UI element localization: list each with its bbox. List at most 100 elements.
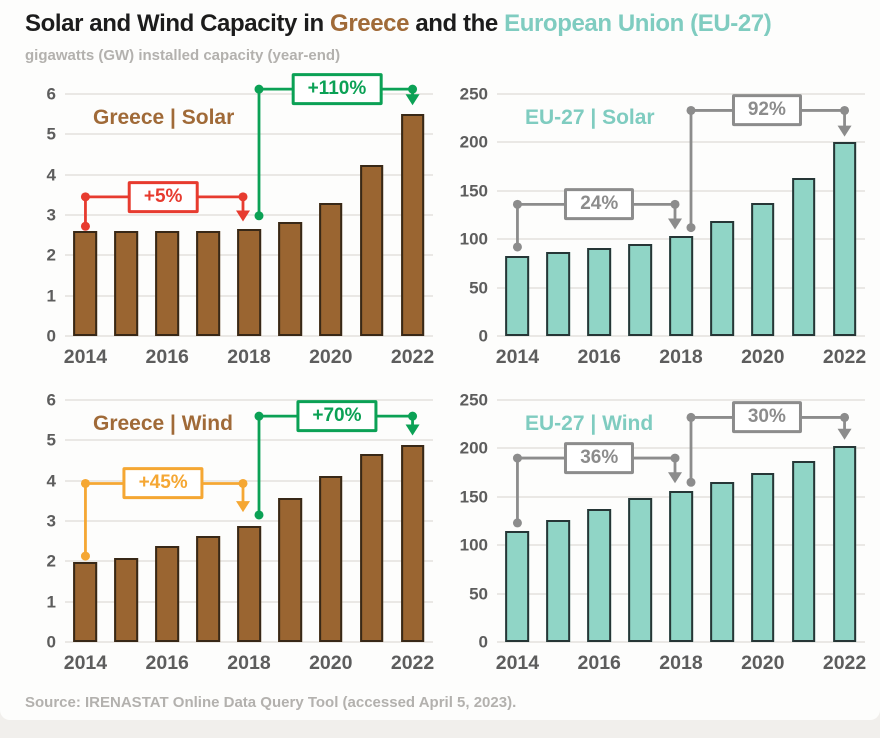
title-segment: Greece — [330, 10, 410, 37]
bar-2022 — [832, 142, 857, 336]
annotation-label: +70% — [296, 400, 378, 432]
y-tick-label: 1 — [46, 286, 56, 306]
y-tick-label: 2 — [46, 551, 56, 571]
annotation-label: 30% — [731, 401, 802, 434]
gridline — [65, 520, 433, 522]
gridline — [497, 335, 865, 337]
bar-2017 — [628, 497, 652, 642]
x-tick-label: 2020 — [309, 346, 353, 368]
gridline — [65, 439, 433, 442]
y-tick-label: 6 — [46, 84, 56, 104]
x-tick-label: 2016 — [145, 652, 189, 674]
gridline — [497, 93, 865, 95]
bar-2020 — [750, 203, 775, 336]
gridline — [65, 173, 433, 176]
bar-2014 — [505, 255, 530, 336]
y-tick-label: 5 — [46, 430, 56, 450]
bar-2020 — [318, 476, 343, 642]
y-tick-label: 4 — [46, 471, 56, 491]
y-axis-eu27-wind: 0 50 100 150 200 250 — [451, 392, 497, 651]
gridline — [65, 93, 433, 95]
charts-grid: 0 1 2 3 4 5 6 Greece | Solar +5% +110% 2014 2016… — [0, 64, 880, 676]
bar-2018 — [669, 236, 693, 336]
chart-eu27-solar: 0 50 100 150 200 250 EU-27 | Solar 24% 92% 201… — [451, 86, 867, 370]
gridline — [65, 335, 433, 337]
bar-2015 — [546, 251, 571, 336]
y-tick-label: 100 — [459, 229, 488, 249]
x-tick-label: 2018 — [659, 346, 703, 368]
gridline — [497, 399, 865, 401]
bar-2021 — [359, 454, 384, 642]
x-tick-label: 2018 — [227, 346, 271, 368]
chart-title-eu27-wind: EU-27 | Wind — [525, 412, 654, 435]
plot-area-greece-solar: Greece | Solar +5% +110% — [65, 73, 433, 337]
y-tick-label: 0 — [46, 632, 56, 652]
bar-2019 — [710, 482, 734, 642]
bar-2016 — [155, 546, 180, 642]
bar-2019 — [710, 220, 734, 336]
bar-2015 — [546, 520, 571, 642]
x-axis-eu27-solar: 2014 2016 2018 2020 2022 — [495, 336, 867, 370]
x-axis-eu27-wind: 2014 2016 2018 2020 2022 — [495, 642, 867, 676]
bar-2015 — [114, 231, 139, 336]
x-axis-greece-solar: 2014 2016 2018 2020 2022 — [63, 336, 435, 370]
x-tick-label: 2020 — [741, 652, 785, 674]
bar-2014 — [73, 562, 98, 642]
x-tick-label: 2018 — [227, 652, 271, 674]
y-axis-greece-solar: 0 1 2 3 4 5 6 — [25, 86, 65, 345]
y-axis-greece-wind: 0 1 2 3 4 5 6 — [25, 392, 65, 651]
gridline — [497, 141, 865, 144]
gridline — [65, 399, 433, 401]
bar-2016 — [155, 231, 180, 336]
bar-2017 — [196, 536, 220, 642]
x-tick-label: 2014 — [63, 346, 108, 368]
x-tick-label: 2016 — [145, 346, 189, 368]
y-tick-label: 200 — [459, 438, 488, 458]
bar-2017 — [628, 244, 652, 336]
y-tick-label: 0 — [478, 326, 488, 346]
bar-2022 — [832, 446, 857, 642]
y-tick-label: 3 — [46, 205, 56, 225]
bar-2019 — [278, 497, 302, 642]
bar-2021 — [359, 164, 384, 336]
y-tick-label: 50 — [469, 278, 488, 298]
chart-eu27-wind: 0 50 100 150 200 250 EU-27 | Wind 36% 30% 2014… — [451, 392, 867, 676]
y-tick-label: 1 — [46, 592, 56, 612]
bar-2022 — [400, 445, 425, 642]
x-tick-label: 2014 — [495, 652, 540, 674]
chart-greece-solar: 0 1 2 3 4 5 6 Greece | Solar +5% +110% 2014 2016… — [25, 73, 435, 370]
chart-title-greece-solar: Greece | Solar — [93, 106, 235, 129]
x-tick-label: 2016 — [577, 346, 621, 368]
gridline — [65, 479, 433, 482]
x-tick-label: 2020 — [741, 346, 785, 368]
x-tick-label: 2022 — [822, 652, 867, 674]
y-tick-label: 2 — [46, 245, 56, 265]
annotation-label: 24% — [564, 188, 635, 221]
gridline — [65, 133, 433, 136]
bar-2020 — [750, 472, 775, 642]
gridline — [497, 447, 865, 450]
title-segment: Solar and Wind Capacity in — [25, 10, 331, 37]
x-tick-label: 2016 — [577, 652, 621, 674]
bar-2018 — [669, 491, 693, 642]
y-axis-eu27-solar: 0 50 100 150 200 250 — [451, 86, 497, 345]
y-tick-label: 3 — [46, 511, 56, 531]
plot-area-eu27-wind: EU-27 | Wind 36% 30% — [497, 399, 865, 643]
x-tick-label: 2014 — [495, 346, 540, 368]
bar-2017 — [196, 231, 220, 336]
plot-area-eu27-solar: EU-27 | Solar 24% 92% — [497, 93, 865, 337]
gridline — [497, 641, 865, 643]
y-tick-label: 200 — [459, 132, 488, 152]
x-tick-label: 2022 — [390, 652, 435, 674]
annotation-label: 92% — [731, 94, 802, 127]
y-tick-label: 5 — [46, 124, 56, 144]
source-note: Source: IRENASTAT Online Data Query Tool… — [25, 694, 517, 711]
chart-title-eu27-solar: EU-27 | Solar — [525, 106, 655, 129]
y-tick-label: 250 — [459, 84, 488, 104]
x-tick-label: 2018 — [659, 652, 703, 674]
bar-2014 — [73, 231, 98, 336]
y-tick-label: 150 — [459, 487, 488, 507]
bar-2019 — [278, 221, 302, 336]
gridline — [497, 189, 865, 192]
